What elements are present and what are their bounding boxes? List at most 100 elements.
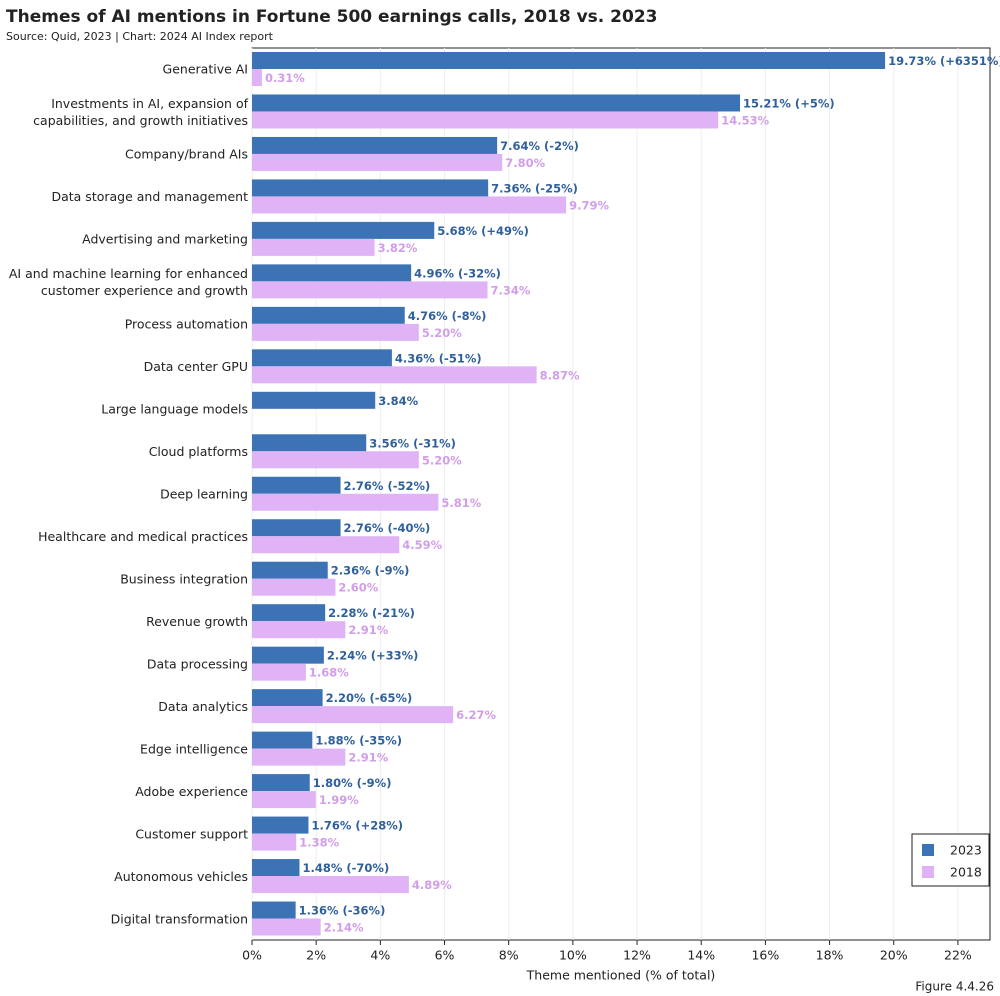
value-label: 4.89% [412, 878, 452, 892]
value-label: 2.60% [338, 581, 378, 595]
value-label: 2.76% (-52%) [344, 479, 431, 493]
value-label: 3.56% (-31%) [369, 436, 456, 450]
value-label: 5.20% [422, 326, 462, 340]
x-axis-label: Theme mentioned (% of total) [526, 968, 716, 983]
bar [252, 519, 341, 537]
chart-subtitle: Source: Quid, 2023 | Chart: 2024 AI Inde… [6, 30, 274, 43]
category-label: Cloud platforms [149, 444, 248, 459]
x-tick-label: 18% [816, 948, 844, 963]
bar [252, 493, 439, 511]
value-label: 2.20% (-65%) [326, 691, 413, 705]
x-tick-label: 22% [944, 948, 972, 963]
value-label: 2.36% (-9%) [331, 564, 410, 578]
bar [252, 476, 341, 494]
category-label: Business integration [120, 571, 248, 586]
value-label: 0.31% [265, 71, 305, 85]
value-label: 5.20% [422, 453, 462, 467]
category-label: Large language models [101, 402, 248, 417]
bar [252, 731, 313, 749]
category-label: Healthcare and medical practices [38, 529, 248, 544]
value-label: 1.48% (-70%) [302, 861, 389, 875]
x-tick-label: 2% [306, 948, 326, 963]
x-tick-label: 10% [559, 948, 587, 963]
value-label: 5.81% [441, 496, 481, 510]
bar [252, 264, 412, 282]
value-label: 6.27% [456, 708, 496, 722]
value-label: 15.21% (+5%) [743, 96, 835, 110]
category-label: Data analytics [158, 699, 248, 714]
category-label: Data storage and management [51, 189, 248, 204]
bar [252, 663, 306, 681]
category-label: Data processing [147, 656, 248, 671]
value-label: 1.88% (-35%) [315, 734, 402, 748]
bar [252, 323, 419, 341]
bar [252, 816, 309, 834]
category-label: Edge intelligence [140, 741, 248, 756]
bar [252, 536, 400, 554]
value-label: 2.76% (-40%) [344, 521, 431, 535]
x-tick-label: 4% [370, 948, 390, 963]
bar [252, 689, 323, 707]
category-label: Data center GPU [144, 359, 248, 374]
bar [252, 876, 409, 894]
bar [252, 774, 310, 792]
bar [252, 281, 488, 299]
category-label: Digital transformation [111, 911, 248, 926]
legend-label: 2023 [950, 843, 982, 858]
value-label: 4.96% (-32%) [414, 266, 501, 280]
category-label: Company/brand AIs [125, 147, 248, 162]
value-label: 14.53% [721, 113, 769, 127]
legend-swatch [922, 844, 934, 856]
bar [252, 221, 435, 239]
bar [252, 604, 326, 622]
bar [252, 69, 262, 86]
category-label: Revenue growth [146, 614, 248, 629]
bar [252, 451, 419, 469]
value-label: 3.82% [378, 241, 418, 255]
bar [252, 94, 741, 112]
legend-swatch [922, 866, 934, 878]
bar [252, 578, 336, 596]
category-label: Generative AI [163, 62, 248, 77]
bar [252, 434, 367, 452]
value-label: 1.80% (-9%) [313, 776, 392, 790]
bar [252, 179, 489, 197]
bar [252, 52, 886, 69]
value-label: 1.76% (+28%) [311, 819, 403, 833]
value-label: 2.24% (+33%) [327, 649, 419, 663]
bar [252, 349, 392, 367]
x-tick-label: 16% [751, 948, 779, 963]
bar [252, 646, 324, 664]
value-label: 5.68% (+49%) [437, 224, 529, 238]
x-tick-label: 6% [435, 948, 455, 963]
category-label: Process automation [125, 317, 248, 332]
bar [252, 238, 375, 256]
value-label: 7.34% [491, 283, 531, 297]
x-tick-label: 12% [623, 948, 651, 963]
value-label: 1.36% (-36%) [299, 904, 386, 918]
category-label: AI and machine learning for enhanced cust… [9, 266, 248, 298]
bar [252, 153, 503, 171]
value-label: 1.99% [319, 793, 359, 807]
value-label: 2.91% [348, 623, 388, 637]
category-label: Deep learning [160, 487, 248, 502]
bar [252, 196, 567, 214]
bar [252, 918, 321, 936]
bar [252, 306, 405, 324]
category-label: Adobe experience [135, 784, 248, 799]
bar [252, 791, 316, 809]
value-label: 1.38% [299, 836, 339, 850]
bar [252, 833, 297, 851]
x-tick-label: 0% [242, 948, 262, 963]
value-label: 2.28% (-21%) [328, 606, 415, 620]
category-label: Customer support [135, 826, 248, 841]
bar [252, 859, 300, 877]
value-label: 7.36% (-25%) [491, 181, 578, 195]
value-label: 4.59% [402, 538, 442, 552]
bar [252, 366, 537, 384]
value-label: 3.84% [378, 394, 418, 408]
chart-title: Themes of AI mentions in Fortune 500 ear… [6, 7, 658, 27]
value-label: 7.80% [505, 156, 545, 170]
value-label: 19.73% (+6351%) [888, 54, 1000, 68]
bar [252, 136, 498, 154]
